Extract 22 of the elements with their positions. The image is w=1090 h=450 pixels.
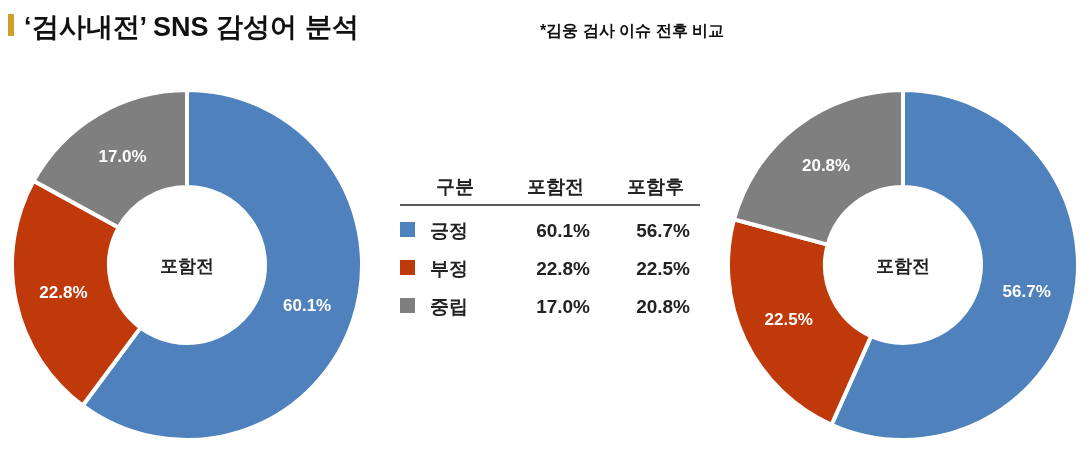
text: 포함전 [526, 176, 584, 197]
data-label: 22.5% [764, 310, 813, 330]
text: 포함전 [876, 256, 930, 276]
text: 22.5% [636, 258, 691, 279]
legend-label: 중립 [430, 296, 468, 317]
text: 56.7% [636, 220, 691, 241]
text: 포함후 [626, 176, 684, 197]
data-label: 60.1% [283, 295, 332, 315]
legend-title: 구분 [436, 176, 474, 197]
data-label: 56.7% [1002, 282, 1051, 302]
text: 22.8% [536, 258, 591, 279]
legend-label: 부정 [430, 258, 468, 279]
text: *김웅 검사 이슈 전후 비교 [540, 22, 725, 39]
text: 20.8% [636, 296, 691, 317]
data-label: 22.8% [39, 283, 88, 303]
text: 포함전 [160, 256, 214, 276]
data-label: 20.8% [802, 155, 851, 175]
legend-label: 긍정 [430, 220, 468, 241]
text: 60.1% [536, 220, 591, 241]
text: 17.0% [536, 296, 591, 317]
data-label: 17.0% [98, 147, 147, 167]
chart-title: ‘검사내전’ SNS 감성어 분석 [24, 12, 359, 42]
